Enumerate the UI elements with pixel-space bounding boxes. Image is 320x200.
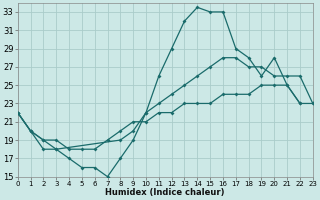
X-axis label: Humidex (Indice chaleur): Humidex (Indice chaleur) xyxy=(106,188,225,197)
